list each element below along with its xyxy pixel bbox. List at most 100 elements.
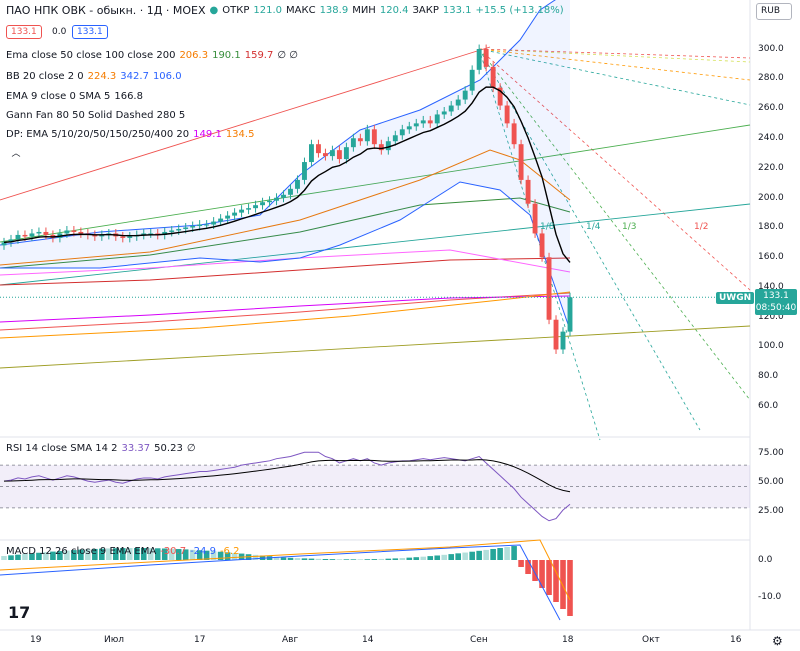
macd-histogram-bar (203, 550, 210, 560)
candle-body (420, 120, 426, 124)
macd-histogram-bar (399, 558, 406, 560)
x-tick: Июл (104, 635, 125, 645)
candle-body (211, 221, 217, 225)
ema-400-line (0, 291, 571, 339)
macd-histogram-bar (182, 549, 189, 560)
legend-dp[interactable]: DP: EMA 5/10/20/50/150/250/400 20 149.1 … (6, 129, 254, 140)
y-tick: 280.0 (758, 73, 784, 83)
candle-body (427, 120, 433, 124)
rsi-tick: 75.00 (758, 448, 784, 458)
candle-body (406, 126, 412, 130)
legend-rsi-v1: 33.37 (121, 443, 151, 454)
candle-body (448, 105, 454, 112)
legend-macd-v3: -6.2 (219, 546, 240, 557)
macd-histogram-bar (78, 549, 84, 560)
macd-histogram-bar (434, 555, 441, 560)
legend-ema[interactable]: Ema close 50 close 100 close 200 206.3 1… (6, 50, 298, 61)
y-tick: 300.0 (758, 44, 784, 54)
x-tick: Авг (282, 635, 299, 645)
candle-body (22, 234, 28, 237)
candle-body (225, 215, 231, 219)
candle-body (246, 208, 252, 210)
gear-icon[interactable]: ⚙ (772, 634, 783, 648)
macd-tick: -10.0 (758, 592, 782, 602)
macd-histogram-bar (308, 558, 315, 560)
buy-button[interactable]: 133.1 (72, 25, 108, 39)
sell-button[interactable]: 133.1 (6, 25, 42, 39)
macd-histogram-bar (175, 549, 182, 560)
candle-body (532, 203, 538, 234)
candle-body (336, 150, 342, 160)
macd-histogram-bar (196, 550, 203, 560)
candle-body (504, 105, 510, 124)
candle-body (92, 234, 98, 237)
candle-body (413, 123, 419, 127)
candle-body (469, 69, 475, 91)
macd-histogram-bar (497, 548, 503, 560)
macd-histogram-bar (273, 556, 280, 560)
bollinger-fill (0, 0, 570, 330)
candle-body (169, 230, 175, 232)
zakr-value: 133.1 (442, 5, 472, 16)
legend-rsi[interactable]: RSI 14 close SMA 14 2 33.37 50.23 ∅ (6, 443, 196, 454)
candle-body (364, 129, 370, 142)
candle-body (99, 234, 105, 237)
macd-histogram-bar (43, 552, 49, 560)
candle-body (350, 138, 356, 148)
macd-signal-line (0, 539, 571, 601)
currency-select[interactable]: RUB (756, 3, 792, 20)
legend-dp-v2: 134.5 (225, 129, 255, 140)
macd-histogram-bar (532, 560, 538, 581)
legend-ema9[interactable]: EMA 9 close 0 SMA 5 166.8 (6, 91, 143, 102)
spread-value: 0.0 (52, 27, 67, 37)
collapse-legend-icon[interactable]: ︿ (11, 149, 21, 159)
candle-body (78, 231, 84, 234)
candle-body (148, 233, 154, 235)
macd-histogram-bar (518, 560, 524, 567)
candle-body (462, 90, 468, 100)
y-tick: 80.0 (758, 371, 779, 381)
gann-fan-line (478, 48, 601, 441)
macd-tick: 0.0 (758, 555, 773, 565)
macd-histogram-bar (392, 558, 399, 560)
trend-line (0, 46, 491, 201)
candle-body (392, 135, 398, 142)
y-tick: 160.0 (758, 252, 784, 262)
x-tick: 17 (194, 635, 206, 645)
macd-histogram-bar (385, 558, 392, 560)
macd-histogram-bar (154, 548, 161, 560)
candle-body (525, 179, 531, 204)
macd-histogram-bar (490, 548, 496, 560)
legend-rsi-v3: ∅ (186, 443, 196, 454)
legend-bb[interactable]: BB 20 close 2 0 224.3 342.7 106.0 (6, 71, 182, 82)
y-tick: 140.0 (758, 282, 784, 292)
gann-fan-line (479, 48, 751, 106)
macd-histogram-bar (92, 548, 98, 560)
legend-gann[interactable]: Gann Fan 80 50 Solid Dashed 280 5 (6, 110, 185, 121)
zakr-label: ЗАКР (412, 5, 439, 16)
candle-body (476, 49, 482, 70)
macd-histogram-bar (483, 549, 489, 560)
legend-bb-v1: 224.3 (87, 71, 117, 82)
legend-ema9-v1: 166.8 (114, 91, 143, 102)
macd-histogram-bar (546, 560, 552, 595)
gann-label: 1/4 (586, 222, 601, 232)
candle-body (309, 144, 314, 163)
candle-body (204, 224, 210, 226)
macd-histogram-bar (427, 556, 434, 560)
macd-histogram-bar (301, 558, 308, 560)
symbol-title[interactable]: ПАО НПК ОВК - обыкн. · 1Д · MOEX (6, 4, 206, 17)
legend-macd[interactable]: MACD 12 26 close 9 EMA EMA -30.7 -24.9 -… (6, 546, 239, 557)
macd-histogram-bar (336, 559, 343, 560)
rsi-sma-line (3, 459, 571, 493)
candle-body (1, 242, 7, 246)
macd-histogram-bar (455, 553, 461, 560)
macd-histogram-bar (511, 546, 517, 560)
macd-histogram-bar (476, 550, 482, 560)
macd-histogram-bar (140, 548, 147, 560)
legend-macd-v1: -30.7 (160, 546, 187, 557)
macd-histogram-bar (22, 554, 28, 560)
candle-body (399, 129, 405, 136)
rsi-tick: 25.00 (758, 506, 784, 516)
